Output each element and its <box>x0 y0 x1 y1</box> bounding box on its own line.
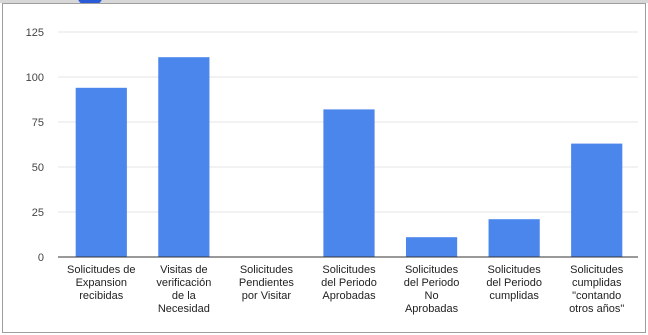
x-category-label: Solicitudes del Periodo cumplidas <box>486 264 542 302</box>
bars <box>75 57 623 258</box>
y-axis-ticks: 0 25 50 75 100 125 <box>26 27 44 264</box>
y-tick-label: 100 <box>26 72 44 84</box>
x-category-label: Solicitudes del Periodo No Aprobadas <box>404 264 460 315</box>
x-axis-labels: Solicitudes de Expansion recibidas Visitas … <box>67 264 624 315</box>
x-category-label: Visitas de verificación de la Necesidad <box>156 264 211 315</box>
title-fragment <box>78 0 102 4</box>
y-tick-label: 50 <box>32 162 44 174</box>
bar <box>75 87 127 257</box>
x-category-label: Solicitudes cumplidas "contando otros años" <box>569 264 624 315</box>
bar <box>405 237 458 257</box>
x-category-label: Solicitudes de Expansion recibidas <box>67 264 136 302</box>
y-tick-label: 125 <box>26 27 44 39</box>
top-strip <box>0 0 648 3</box>
bar <box>571 143 623 257</box>
y-tick-label: 0 <box>38 252 44 264</box>
y-tick-label: 25 <box>32 207 44 219</box>
y-tick-label: 75 <box>32 117 44 129</box>
bar <box>158 57 210 258</box>
bar <box>488 219 540 257</box>
x-category-label: Solicitudes del Periodo Aprobadas <box>321 264 377 302</box>
bar <box>323 109 375 258</box>
x-category-label: Solicitudes Pendientes por Visitar <box>239 264 295 302</box>
